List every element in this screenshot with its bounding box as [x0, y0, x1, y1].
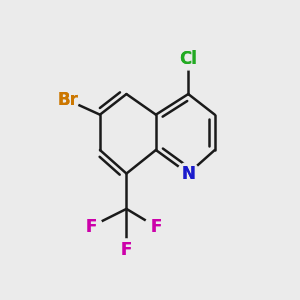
Circle shape: [80, 215, 102, 238]
Text: F: F: [85, 218, 97, 236]
Text: F: F: [121, 241, 132, 259]
Text: N: N: [181, 165, 195, 183]
Circle shape: [56, 89, 79, 111]
Text: F: F: [150, 218, 162, 236]
Text: F: F: [150, 218, 162, 236]
Text: F: F: [121, 241, 132, 259]
Text: Cl: Cl: [179, 50, 197, 68]
Text: F: F: [85, 218, 97, 236]
Text: Br: Br: [57, 91, 78, 109]
Text: Br: Br: [57, 91, 78, 109]
Circle shape: [145, 215, 167, 238]
Text: N: N: [181, 165, 195, 183]
Circle shape: [115, 239, 138, 261]
Circle shape: [177, 162, 200, 185]
Text: Cl: Cl: [179, 50, 197, 68]
Circle shape: [177, 47, 200, 70]
